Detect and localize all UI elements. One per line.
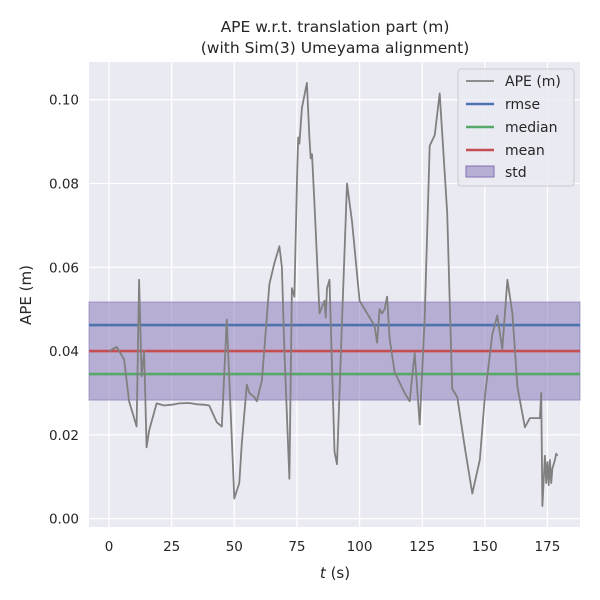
- legend-box: [457, 68, 575, 187]
- x-ticks: 0 25 50 75 100 125 150 175: [105, 539, 561, 555]
- y-tick-label: 0.08: [49, 176, 79, 192]
- legend-label-ape: APE (m): [505, 74, 561, 90]
- legend: APE (m) rmse median mean std: [457, 68, 575, 187]
- x-tick-label: 25: [163, 539, 180, 555]
- y-ticks: 0.00 0.02 0.04 0.06 0.08 0.10: [49, 93, 79, 528]
- chart-title-line-1: APE w.r.t. translation part (m): [221, 18, 450, 36]
- legend-label-std: std: [505, 165, 527, 181]
- x-tick-label: 0: [105, 539, 114, 555]
- x-axis-label-unit: (s): [326, 564, 350, 582]
- y-tick-label: 0.02: [49, 428, 79, 444]
- x-tick-label: 175: [535, 539, 561, 555]
- x-tick-label: 75: [288, 539, 305, 555]
- x-tick-label: 150: [472, 539, 498, 555]
- legend-swatch-std: [465, 165, 495, 178]
- y-tick-label: 0.04: [49, 344, 79, 360]
- x-tick-label: 50: [226, 539, 243, 555]
- x-tick-label: 125: [409, 539, 435, 555]
- chart-title-line-2: (with Sim(3) Umeyama alignment): [201, 39, 470, 57]
- y-axis-label: APE (m): [17, 265, 35, 325]
- legend-label-mean: mean: [505, 143, 545, 159]
- x-tick-label: 100: [347, 539, 373, 555]
- legend-label-median: median: [505, 120, 557, 136]
- y-tick-label: 0.00: [49, 512, 79, 528]
- y-tick-label: 0.10: [49, 93, 79, 109]
- ape-series-line: [108, 82, 559, 508]
- y-tick-label: 0.06: [49, 260, 79, 276]
- x-axis-label-var: t: [320, 564, 327, 582]
- legend-label-rmse: rmse: [505, 97, 540, 113]
- x-axis-label: t (s): [320, 564, 350, 582]
